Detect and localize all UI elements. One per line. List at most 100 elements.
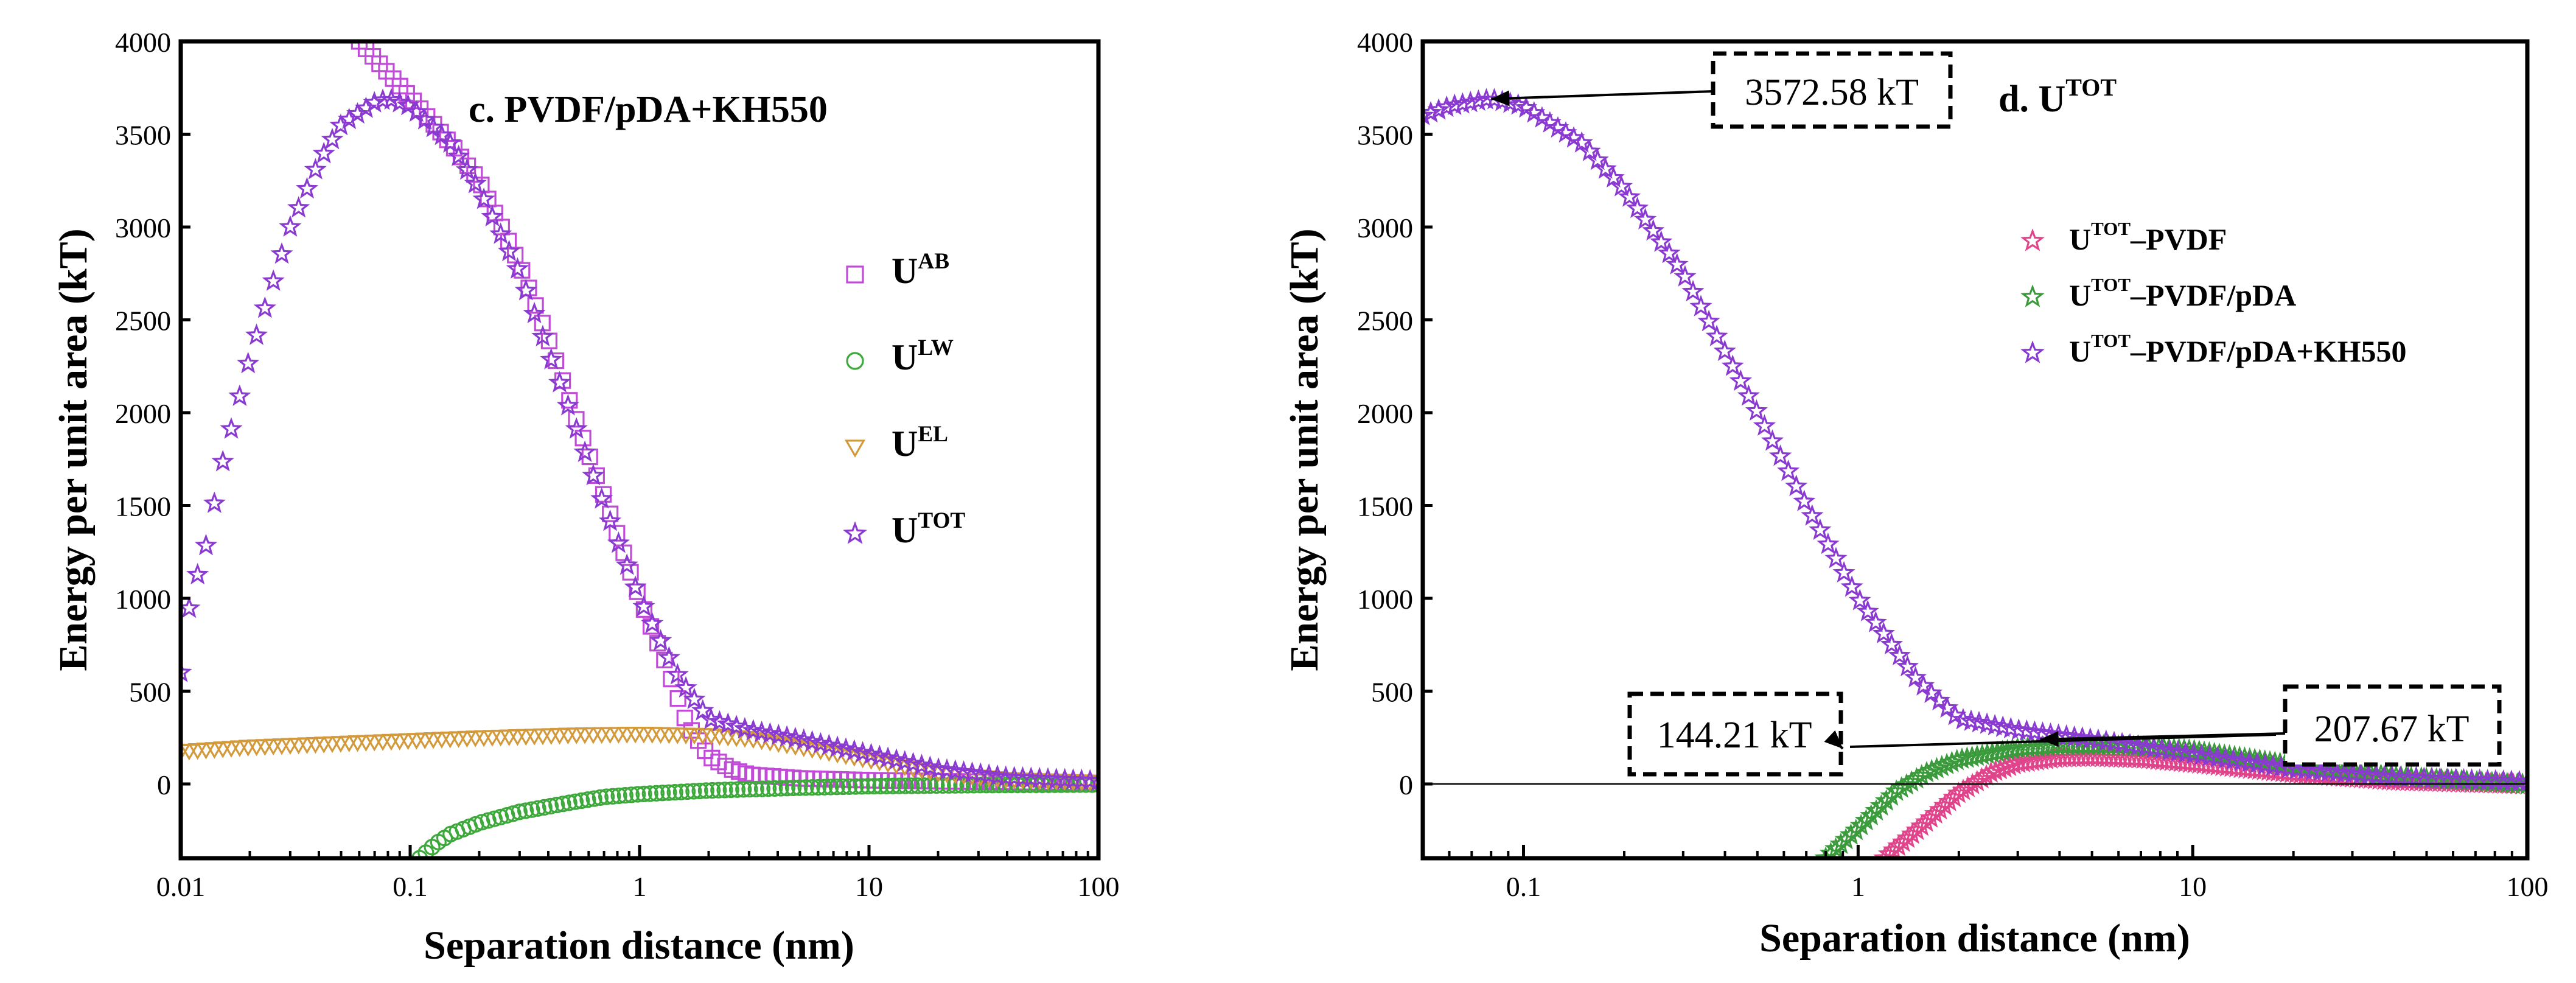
panel-c-point-lw (504, 805, 522, 822)
panel-d-point-kh550 (1705, 324, 1728, 346)
panel-c-point-lw (897, 777, 914, 794)
panel-c-point-tot (615, 553, 638, 575)
panel-d-annotation-arrowhead (1824, 730, 1843, 749)
panel-c-point-tot (245, 323, 268, 345)
panel-c-point-lw (809, 778, 827, 796)
panel-d-legend: UTOT–PVDF UTOT–PVDF/pDA UTOT–PVDF/pDA+KH55… (2020, 218, 2407, 368)
panel-c-point-lw (716, 782, 733, 799)
panel-c-chart: 0 500 1000 1500 2000 2500 3000 3500 4000 0.01 0.1 1… (51, 27, 1120, 968)
panel-d-y-tick-label: 500 (1371, 677, 1413, 708)
panel-c-point-lw (486, 810, 503, 827)
panel-d-annotation-arrow (1491, 90, 1714, 100)
panel-c-point-tot (430, 123, 453, 145)
panel-c-point-lw (635, 785, 652, 802)
panel-d-point-kh550 (1832, 561, 1855, 583)
panel-c-y-tick-label: 3000 (115, 212, 171, 243)
panel-d-point-kh550 (1840, 575, 1863, 597)
panel-d-point-kh550 (1768, 444, 1792, 466)
panel-d-point-kh550 (1658, 242, 1681, 264)
panel-c-series-ab (351, 41, 1098, 792)
panel-c-point-lw (828, 778, 845, 796)
panel-c-point-lw (735, 781, 752, 798)
panel-c-point-lw (859, 778, 876, 795)
panel-c-point-lw (697, 782, 714, 799)
panel-c-point-lw (909, 777, 926, 794)
panel-c-point-el (634, 727, 654, 744)
panel-c-point-lw (517, 802, 534, 819)
panel-d-y-tick-label: 4000 (1357, 27, 1413, 58)
panel-d-legend-marker-pvdf (2020, 228, 2045, 251)
panel-c-point-el (600, 727, 620, 744)
panel-c-legend-marker-lw (846, 352, 864, 370)
panel-d-x-tick-label: 1 (1851, 871, 1865, 902)
panel-c-y-tick-label: 0 (157, 769, 171, 800)
panel-d-point-kh550 (1824, 547, 1848, 568)
panel-c-point-tot (447, 144, 470, 166)
panel-c-point-tot (674, 676, 697, 698)
panel-c-point-tot (540, 348, 563, 369)
panel-c-point-lw (947, 777, 964, 794)
panel-d-point-kh550 (1594, 157, 1617, 179)
panel-c-point-lw (598, 788, 615, 805)
panel-d-point-kh550 (1880, 632, 1904, 655)
panel-d-point-kh550 (1785, 474, 1808, 497)
panel-c-point-lw (791, 779, 808, 796)
panel-c-y-tick-label: 2500 (115, 306, 171, 337)
panel-d-plot-frame (1420, 39, 2530, 861)
panel-c-point-ab (635, 601, 652, 618)
panel-c-point-lw (585, 790, 602, 807)
panel-c-point-tot (607, 531, 630, 553)
panel-c-point-el (567, 727, 587, 744)
panel-d-legend-marker-kh550 (2020, 340, 2045, 363)
panel-c-point-tot (253, 296, 276, 318)
panel-c-x-axis-label: Separation distance (nm) (424, 923, 854, 968)
panel-c-point-ab (595, 486, 612, 503)
panel-c-point-tot (624, 575, 647, 597)
panel-c-point-tot (228, 384, 251, 407)
panel-c-point-tot (354, 96, 377, 118)
panel-d-point-kh550 (1721, 354, 1744, 376)
panel-d-point-kh550 (1713, 339, 1736, 362)
panel-d-point-kh550 (1666, 253, 1689, 275)
panel-c-point-lw (666, 784, 683, 801)
panel-c-y-tick-label: 2000 (115, 398, 171, 429)
panel-c-point-lw (679, 783, 696, 800)
panel-d-point-kh550 (1570, 131, 1593, 153)
panel-d-annotation-label: 3572.58 kT (1745, 72, 1919, 113)
panel-c-point-lw (816, 778, 833, 796)
panel-d-point-kh550 (1729, 369, 1752, 391)
panel-c-point-lw (847, 778, 864, 795)
panel-d-annotation-arrowhead (2040, 731, 2059, 747)
panel-d-point-kh550 (1586, 148, 1609, 170)
panel-c-point-tot (514, 279, 537, 301)
panel-c-point-lw (548, 797, 565, 814)
panel-d-point-kh550 (1459, 91, 1482, 113)
panel-c-point-tot (270, 242, 293, 264)
panel-d-legend-label-kh550: UTOT–PVDF/pDA+KH550 (2069, 330, 2407, 368)
panel-c-point-lw (822, 778, 839, 796)
panel-c-point-tot (194, 533, 218, 556)
panel-d-x-axis-label: Separation distance (nm) (1759, 916, 2190, 960)
panel-c-point-lw (890, 777, 908, 794)
panel-d-annotation-connector (1849, 733, 2277, 748)
panel-d-point-kh550 (1618, 185, 1641, 207)
panel-c-point-tot (262, 269, 285, 291)
panel-c-point-lw (647, 785, 665, 802)
panel-d-point-kh550 (1809, 518, 1832, 540)
panel-c-point-lw (480, 812, 497, 829)
panel-d-y-tick-label: 1000 (1357, 584, 1413, 615)
panel-c-point-tot (531, 324, 554, 347)
panel-c-point-tot (181, 596, 201, 618)
panel-c-point-tot (548, 371, 571, 393)
panel-c-point-ab (602, 505, 619, 522)
panel-d-point-kh550 (1467, 89, 1490, 111)
panel-d-annotation-label: 207.67 kT (2314, 708, 2470, 750)
panel-c-point-lw (492, 808, 509, 825)
panel-c-x-tick-label: 1 (633, 871, 647, 902)
panel-c-point-ab (568, 411, 585, 428)
panel-c-point-tot (296, 177, 319, 199)
panel-c-point-el (592, 727, 612, 744)
panel-c-point-ab (547, 352, 565, 369)
panel-c-point-tot (287, 196, 310, 218)
panel-c-point-el (558, 727, 578, 745)
